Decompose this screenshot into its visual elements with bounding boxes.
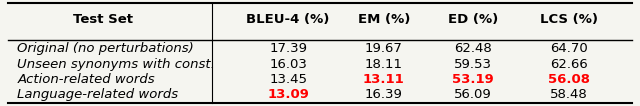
Text: 56.09: 56.09: [454, 88, 492, 101]
Text: BLEU-4 (%): BLEU-4 (%): [246, 13, 330, 26]
Text: 13.11: 13.11: [363, 73, 404, 86]
Text: Action-related words: Action-related words: [17, 73, 155, 86]
Text: 64.70: 64.70: [550, 43, 588, 55]
Text: ED (%): ED (%): [448, 13, 498, 26]
Text: 53.19: 53.19: [452, 73, 494, 86]
Text: LCS (%): LCS (%): [540, 13, 598, 26]
Text: Original (no perturbations): Original (no perturbations): [17, 43, 194, 55]
Text: 56.08: 56.08: [547, 73, 589, 86]
Text: 19.67: 19.67: [365, 43, 403, 55]
Text: 16.03: 16.03: [269, 58, 307, 71]
Text: 18.11: 18.11: [365, 58, 403, 71]
Text: 17.39: 17.39: [269, 43, 307, 55]
Text: Language-related words: Language-related words: [17, 88, 179, 101]
Text: 13.45: 13.45: [269, 73, 307, 86]
Text: 58.48: 58.48: [550, 88, 588, 101]
Text: Test Set: Test Set: [74, 13, 133, 26]
Text: 13.09: 13.09: [268, 88, 309, 101]
Text: 62.48: 62.48: [454, 43, 492, 55]
Text: Unseen synonyms with const.: Unseen synonyms with const.: [17, 58, 215, 71]
Text: 62.66: 62.66: [550, 58, 588, 71]
Text: EM (%): EM (%): [358, 13, 410, 26]
Text: 16.39: 16.39: [365, 88, 403, 101]
Text: 59.53: 59.53: [454, 58, 492, 71]
